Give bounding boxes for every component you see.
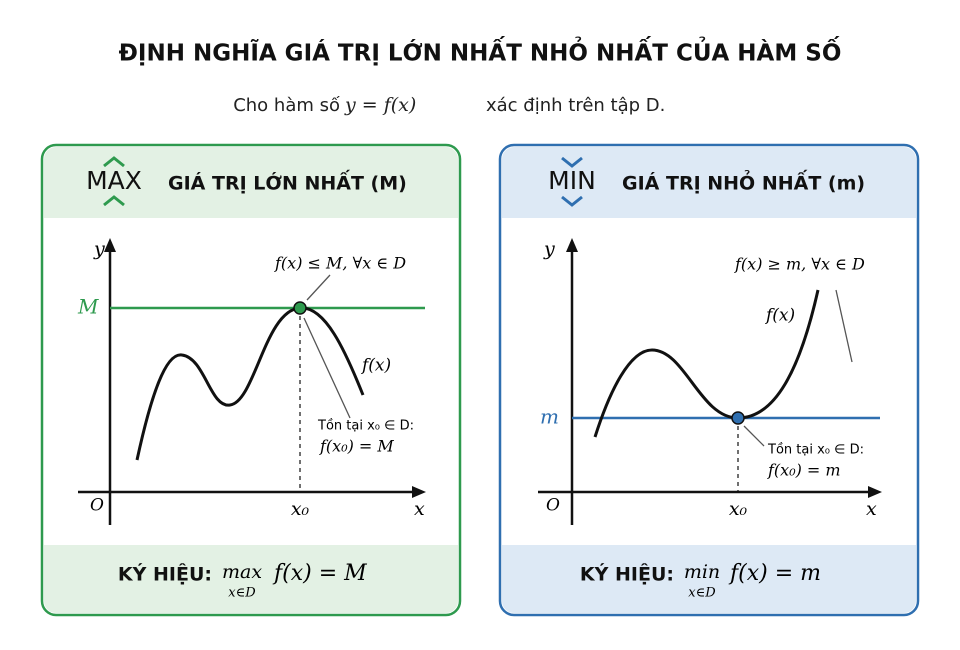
x-arrow bbox=[868, 486, 882, 498]
origin-label: O bbox=[90, 496, 104, 516]
existence-equation: f(x₀) = M bbox=[319, 437, 394, 456]
existence-label: Tồn tại x₀ ∈ D: bbox=[767, 443, 864, 458]
x0-label: x₀ bbox=[291, 498, 310, 520]
function-curve bbox=[593, 289, 820, 438]
y-label: y bbox=[543, 238, 555, 260]
condition-label: f(x) ≥ m, ∀x ∈ D bbox=[734, 255, 865, 274]
max-icon-up bbox=[103, 156, 125, 168]
x-label: x bbox=[866, 498, 877, 520]
min-level-label: m bbox=[540, 405, 559, 429]
existence-pointer bbox=[303, 317, 351, 419]
max-point bbox=[293, 301, 307, 315]
panel-heading: GIÁ TRỊ LỚN NHẤT (M) bbox=[168, 169, 407, 195]
condition-pointer bbox=[835, 289, 853, 363]
notation-subscript: x∈D bbox=[228, 586, 256, 601]
max-level-label: M bbox=[77, 295, 99, 319]
subtitle-start: Cho hàm số bbox=[233, 95, 340, 116]
function-label: f(x) bbox=[764, 306, 795, 326]
min-icon-label: MIN bbox=[548, 166, 596, 195]
max-icon-up bbox=[103, 195, 125, 207]
y-arrow bbox=[104, 238, 116, 252]
y-label: y bbox=[93, 238, 105, 260]
existence-pointer bbox=[743, 425, 765, 447]
notation-label: KÝ HIỆU: bbox=[580, 562, 674, 586]
min-icon-down bbox=[561, 195, 583, 207]
function-curve bbox=[135, 306, 365, 461]
max-panel: MAX GIÁ TRỊ LỚN NHẤT (M) y x O M x₀ f(x)… bbox=[40, 143, 462, 617]
notation-operator: max bbox=[222, 561, 262, 583]
panel-heading: GIÁ TRỊ NHỎ NHẤT (m) bbox=[622, 169, 865, 195]
title: ĐỊNH NGHĨA GIÁ TRỊ LỚN NHẤT NHỎ NHẤT CỦA… bbox=[119, 36, 842, 67]
min-point bbox=[731, 411, 745, 425]
origin-label: O bbox=[546, 496, 560, 516]
panel-border bbox=[498, 143, 920, 617]
subtitle-math: y = f(x) bbox=[344, 94, 416, 116]
panel-footer-bg bbox=[502, 545, 916, 613]
notation-label: KÝ HIỆU: bbox=[118, 562, 212, 586]
existence-label: Tồn tại x₀ ∈ D: bbox=[317, 419, 414, 434]
notation-subscript: x∈D bbox=[688, 586, 716, 601]
function-label: f(x) bbox=[360, 356, 391, 376]
min-icon-down bbox=[561, 156, 583, 168]
condition-pointer bbox=[306, 274, 331, 301]
x-label: x bbox=[414, 498, 425, 520]
condition-label: f(x) ≤ M, ∀x ∈ D bbox=[274, 254, 406, 273]
notation-operator: min bbox=[684, 561, 720, 583]
min-panel: MIN GIÁ TRỊ NHỎ NHẤT (m) y x O m x₀ f(x)… bbox=[498, 143, 920, 617]
panel-header-bg bbox=[502, 147, 916, 218]
subtitle-end: xác định trên tập D. bbox=[486, 95, 665, 116]
panel-header-bg bbox=[44, 147, 458, 218]
notation-expression: f(x) = M bbox=[272, 561, 367, 586]
x-arrow bbox=[412, 486, 426, 498]
y-arrow bbox=[566, 238, 578, 252]
notation-expression: f(x) = m bbox=[728, 561, 821, 586]
panel-footer-bg bbox=[44, 545, 458, 613]
existence-equation: f(x₀) = m bbox=[767, 461, 841, 480]
max-icon-label: MAX bbox=[86, 166, 142, 195]
x0-label: x₀ bbox=[729, 498, 748, 520]
